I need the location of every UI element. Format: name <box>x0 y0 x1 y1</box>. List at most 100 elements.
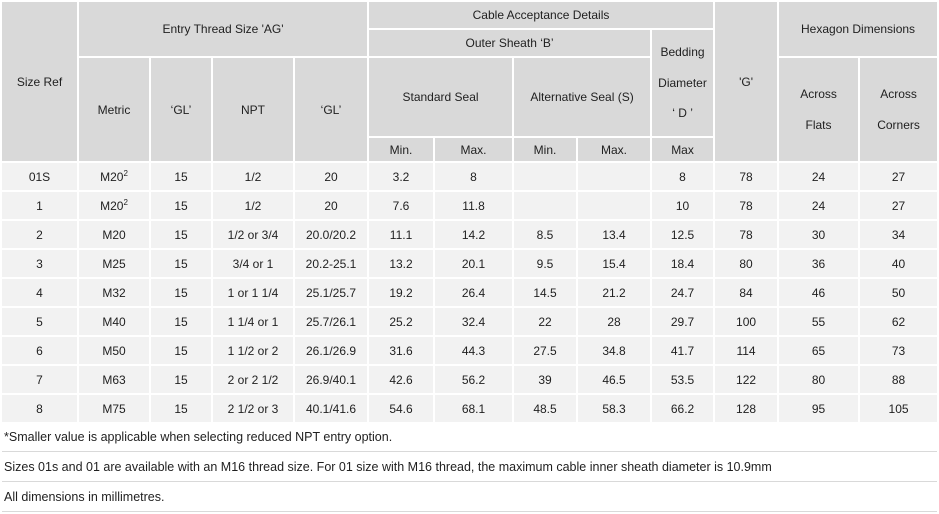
cell-alt-min: 8.5 <box>514 221 577 248</box>
cell-std-max: 32.4 <box>435 308 513 335</box>
footnote-marker: 2 <box>123 197 128 207</box>
col-group-cable-acceptance-details: Cable Acceptance Details <box>369 2 714 28</box>
cell-g: 78 <box>715 221 778 248</box>
cell-across-flats: 95 <box>779 395 859 422</box>
cell-std-min: 25.2 <box>369 308 434 335</box>
cell-gl-npt: 26.9/40.1 <box>295 366 368 393</box>
cell-std-max: 56.2 <box>435 366 513 393</box>
cell-across-flats: 80 <box>779 366 859 393</box>
cell-g: 128 <box>715 395 778 422</box>
cell-std-max: 68.1 <box>435 395 513 422</box>
cell-across-corners: 88 <box>860 366 938 393</box>
cell-bedding-max: 8 <box>652 163 714 190</box>
cell-std-min: 31.6 <box>369 337 434 364</box>
cell-across-flats: 24 <box>779 163 859 190</box>
cell-std-min: 42.6 <box>369 366 434 393</box>
cell-gl-npt: 26.1/26.9 <box>295 337 368 364</box>
cell-alt-max: 58.3 <box>578 395 651 422</box>
cell-g: 84 <box>715 279 778 306</box>
cell-across-corners: 27 <box>860 192 938 219</box>
cell-npt: 1/2 or 3/4 <box>213 221 293 248</box>
cell-across-corners: 105 <box>860 395 938 422</box>
cell-alt-min: 9.5 <box>514 250 577 277</box>
cell-std-min: 54.6 <box>369 395 434 422</box>
table-row: 2 M20 15 1/2 or 3/4 20.0/20.2 11.1 14.2 … <box>2 221 938 248</box>
cell-gl-metric: 15 <box>151 366 211 393</box>
cell-alt-max <box>578 192 651 219</box>
cell-npt: 2 1/2 or 3 <box>213 395 293 422</box>
cell-g: 100 <box>715 308 778 335</box>
cell-gl-npt: 20.2-25.1 <box>295 250 368 277</box>
cell-gl-metric: 15 <box>151 163 211 190</box>
col-header-std-seal-max: Max. <box>435 138 513 161</box>
footnote-units: All dimensions in millimetres. <box>2 484 938 512</box>
footnote-row: Sizes 01s and 01 are available with an M… <box>2 454 938 482</box>
cell-bedding-max: 66.2 <box>652 395 714 422</box>
col-header-metric: Metric <box>79 58 149 161</box>
cell-alt-max: 46.5 <box>578 366 651 393</box>
col-group-hexagon-dimensions: Hexagon Dimensions <box>779 2 938 56</box>
cell-across-flats: 65 <box>779 337 859 364</box>
cell-across-corners: 50 <box>860 279 938 306</box>
cell-across-flats: 36 <box>779 250 859 277</box>
cell-npt: 2 or 2 1/2 <box>213 366 293 393</box>
cell-npt: 1/2 <box>213 192 293 219</box>
footnote-row: *Smaller value is applicable when select… <box>2 424 938 452</box>
cell-size-ref: 5 <box>2 308 77 335</box>
cell-npt: 1 1/4 or 1 <box>213 308 293 335</box>
col-header-alt-seal-max: Max. <box>578 138 651 161</box>
cell-alt-max: 15.4 <box>578 250 651 277</box>
cell-alt-max: 28 <box>578 308 651 335</box>
cell-size-ref: 2 <box>2 221 77 248</box>
cell-across-corners: 27 <box>860 163 938 190</box>
cell-alt-min: 39 <box>514 366 577 393</box>
cell-g: 114 <box>715 337 778 364</box>
cell-alt-min: 48.5 <box>514 395 577 422</box>
cell-npt: 1/2 <box>213 163 293 190</box>
col-group-outer-sheath: Outer Sheath ‘B’ <box>369 30 651 56</box>
cell-alt-min <box>514 192 577 219</box>
cell-across-corners: 73 <box>860 337 938 364</box>
cell-std-min: 11.1 <box>369 221 434 248</box>
cell-metric: M25 <box>79 250 149 277</box>
table-footnotes: *Smaller value is applicable when select… <box>2 424 938 512</box>
cell-gl-metric: 15 <box>151 395 211 422</box>
cell-bedding-max: 41.7 <box>652 337 714 364</box>
cell-metric: M63 <box>79 366 149 393</box>
col-header-size-ref: Size Ref <box>2 2 77 161</box>
table-row: 5 M40 15 1 1/4 or 1 25.7/26.1 25.2 32.4 … <box>2 308 938 335</box>
cell-std-min: 13.2 <box>369 250 434 277</box>
col-header-alt-seal-min: Min. <box>514 138 577 161</box>
cell-gl-npt: 20 <box>295 192 368 219</box>
col-header-bedding-diameter: Bedding Diameter ‘ D ’ <box>652 30 714 136</box>
cell-g: 80 <box>715 250 778 277</box>
cell-across-flats: 24 <box>779 192 859 219</box>
table-row: 4 M32 15 1 or 1 1/4 25.1/25.7 19.2 26.4 … <box>2 279 938 306</box>
cell-gl-metric: 15 <box>151 250 211 277</box>
cell-gl-metric: 15 <box>151 308 211 335</box>
col-group-standard-seal: Standard Seal <box>369 58 513 136</box>
col-header-g: 'G' <box>715 2 778 161</box>
cell-alt-max: 13.4 <box>578 221 651 248</box>
cell-g: 78 <box>715 163 778 190</box>
cell-bedding-max: 29.7 <box>652 308 714 335</box>
table-header: Size Ref Entry Thread Size 'AG' Cable Ac… <box>2 2 938 161</box>
cell-across-flats: 30 <box>779 221 859 248</box>
cell-gl-metric: 15 <box>151 192 211 219</box>
col-header-across-flats: Across Flats <box>779 58 859 161</box>
cell-metric: M32 <box>79 279 149 306</box>
cell-metric: M202 <box>79 192 149 219</box>
table-row: 6 M50 15 1 1/2 or 2 26.1/26.9 31.6 44.3 … <box>2 337 938 364</box>
cell-gl-metric: 15 <box>151 279 211 306</box>
footnote-row: All dimensions in millimetres. <box>2 484 938 512</box>
cell-size-ref: 8 <box>2 395 77 422</box>
cell-std-min: 3.2 <box>369 163 434 190</box>
cell-bedding-max: 53.5 <box>652 366 714 393</box>
cell-bedding-max: 18.4 <box>652 250 714 277</box>
cell-across-corners: 62 <box>860 308 938 335</box>
table-row: 1 M202 15 1/2 20 7.6 11.8 10 78 24 27 <box>2 192 938 219</box>
cell-std-max: 20.1 <box>435 250 513 277</box>
table-row: 8 M75 15 2 1/2 or 3 40.1/41.6 54.6 68.1 … <box>2 395 938 422</box>
footnote-npt-reduced: *Smaller value is applicable when select… <box>2 424 938 452</box>
